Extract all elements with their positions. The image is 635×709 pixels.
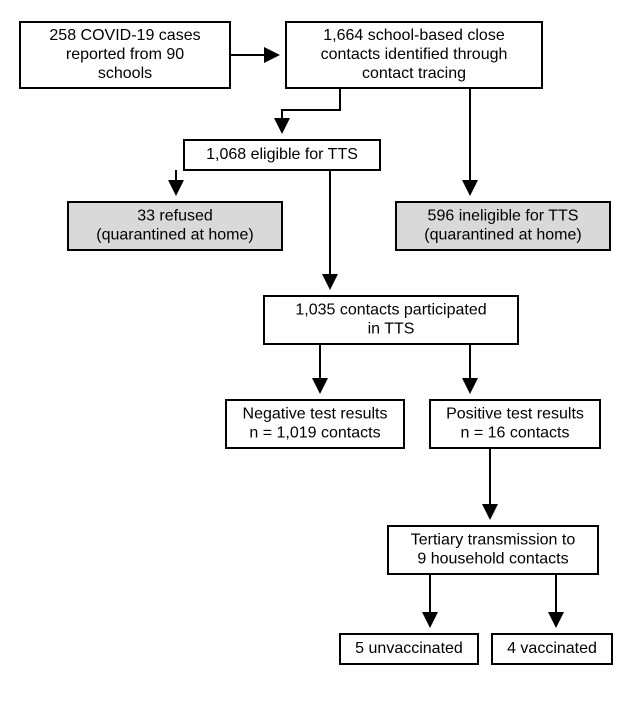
node-tertiary-line-1: 9 household contacts <box>417 551 568 568</box>
node-vacc: 4 vaccinated <box>492 634 612 664</box>
node-cases: 258 COVID-19 cases reported from 90 school… <box>20 22 230 88</box>
node-ineligible-line-1: (quarantined at home) <box>424 227 581 244</box>
node-cases-line-2: schools <box>98 65 152 82</box>
node-vacc-line-0: 4 vaccinated <box>507 640 597 657</box>
node-unvacc-line-0: 5 unvaccinated <box>355 640 463 657</box>
node-refused: 33 refused (quarantined at home) <box>68 202 282 250</box>
node-participated-line-0: 1,035 contacts participated <box>295 302 486 319</box>
nodes-layer: 258 COVID-19 cases reported from 90 school… <box>20 22 612 664</box>
edge-1 <box>282 88 340 130</box>
node-tertiary-line-0: Tertiary transmission to <box>411 532 576 549</box>
node-positive: Positive test results n = 16 contacts <box>430 400 600 448</box>
node-eligible-line-0: 1,068 eligible for TTS <box>206 146 358 163</box>
node-contacts: 1,664 school-based close contacts identif… <box>286 22 542 88</box>
node-negative: Negative test results n = 1,019 contacts <box>226 400 404 448</box>
node-eligible: 1,068 eligible for TTS <box>184 140 380 170</box>
node-refused-line-0: 33 refused <box>137 208 213 225</box>
node-negative-line-1: n = 1,019 contacts <box>249 425 380 442</box>
node-contacts-line-0: 1,664 school-based close <box>323 27 505 44</box>
node-participated: 1,035 contacts participated in TTS <box>264 296 518 344</box>
node-positive-line-1: n = 16 contacts <box>461 425 570 442</box>
node-participated-line-1: in TTS <box>368 321 415 338</box>
node-ineligible-line-0: 596 ineligible for TTS <box>428 208 579 225</box>
node-unvacc: 5 unvaccinated <box>340 634 478 664</box>
node-cases-line-1: reported from 90 <box>66 46 184 63</box>
node-tertiary: Tertiary transmission to 9 household cont… <box>388 526 598 574</box>
node-negative-line-0: Negative test results <box>243 406 388 423</box>
flowchart-svg: 258 COVID-19 cases reported from 90 school… <box>0 0 635 709</box>
node-positive-line-0: Positive test results <box>446 406 584 423</box>
node-refused-line-1: (quarantined at home) <box>96 227 253 244</box>
node-contacts-line-2: contact tracing <box>362 65 466 82</box>
node-cases-line-0: 258 COVID-19 cases <box>49 27 200 44</box>
node-contacts-line-1: contacts identified through <box>321 46 508 63</box>
node-ineligible: 596 ineligible for TTS (quarantined at ho… <box>396 202 610 250</box>
